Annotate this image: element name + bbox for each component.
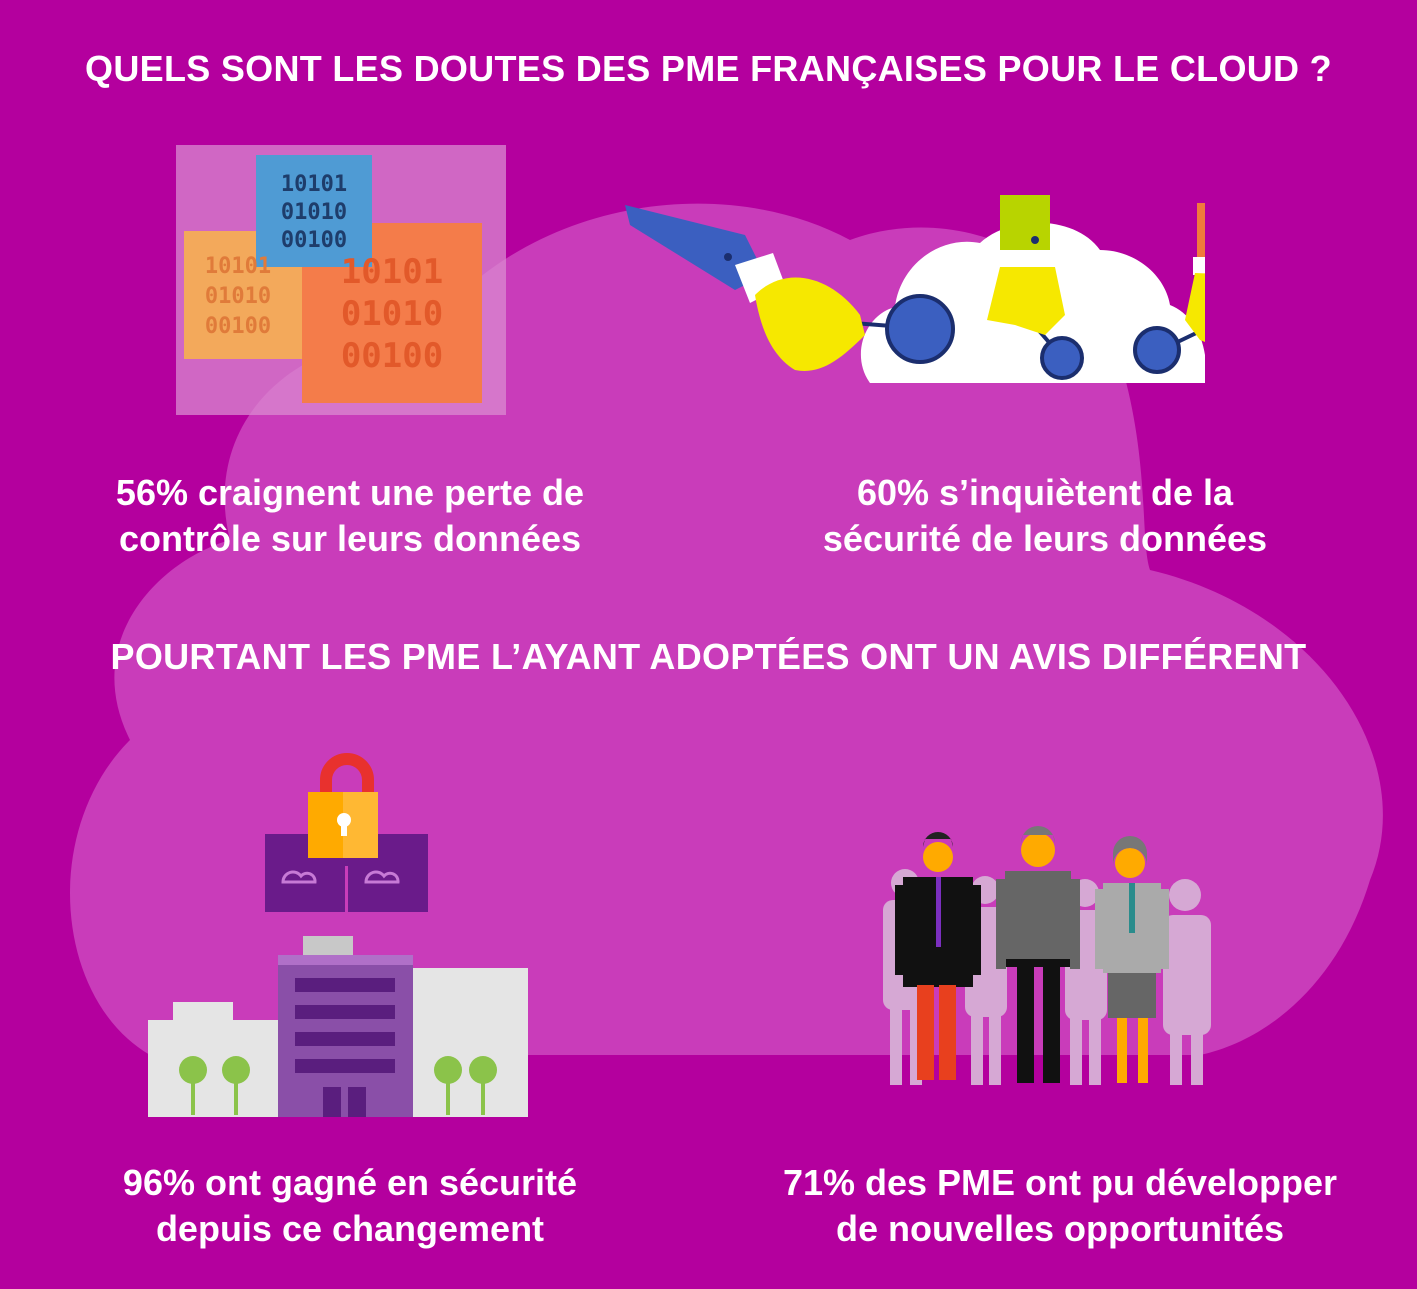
binary-small-line-1: 10101 bbox=[205, 254, 271, 279]
binary-blue-line-2: 01010 bbox=[281, 200, 347, 225]
binary-large-line-3: 00100 bbox=[341, 336, 443, 376]
stat-line: 96% ont gagné en sécurité bbox=[122, 1162, 578, 1203]
binary-data-icon: 10101 01010 00100 10101 01010 00100 1010… bbox=[176, 145, 506, 415]
padlock-building-icon bbox=[148, 753, 528, 1117]
stat-data-control: 56% craignent une perte de contrôle sur … bbox=[40, 470, 660, 562]
stat-line: depuis ce changement bbox=[155, 1208, 545, 1249]
stat-line: 56% craignent une perte de bbox=[115, 472, 585, 513]
hands-cloud-network-icon bbox=[625, 195, 1205, 383]
binary-small-line-3: 00100 bbox=[205, 314, 271, 339]
page-title: QUELS SONT LES DOUTES DES PME FRANÇAISES… bbox=[85, 48, 1332, 89]
binary-blue-line-3: 00100 bbox=[281, 228, 347, 253]
binary-large-line-2: 01010 bbox=[341, 294, 443, 334]
binary-large-line-1: 10101 bbox=[341, 252, 443, 292]
stat-line: sécurité de leurs données bbox=[822, 518, 1268, 559]
binary-blue-line-1: 10101 bbox=[281, 172, 347, 197]
binary-small-line-2: 01010 bbox=[205, 284, 271, 309]
business-people-icon bbox=[883, 826, 1211, 1085]
stat-line: 71% des PME ont pu développer bbox=[782, 1162, 1338, 1203]
stat-opportunities: 71% des PME ont pu développer de nouvell… bbox=[730, 1160, 1390, 1252]
stat-line: contrôle sur leurs données bbox=[118, 518, 582, 559]
stat-line: 60% s’inquiètent de la bbox=[856, 472, 1234, 513]
section-heading: POURTANT LES PME L’AYANT ADOPTÉES ONT UN… bbox=[110, 636, 1307, 677]
stat-data-security: 60% s’inquiètent de la sécurité de leurs… bbox=[735, 470, 1355, 562]
stat-security-gain: 96% ont gagné en sécurité depuis ce chan… bbox=[40, 1160, 660, 1252]
stat-line: de nouvelles opportunités bbox=[835, 1208, 1285, 1249]
